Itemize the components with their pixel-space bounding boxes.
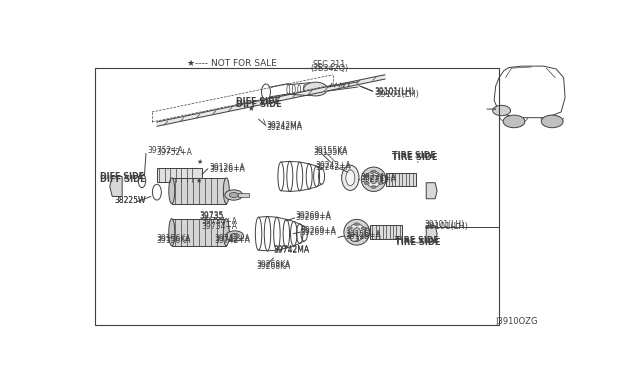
Bar	[157, 168, 202, 182]
Ellipse shape	[353, 228, 360, 237]
Text: 39155KA: 39155KA	[313, 148, 348, 157]
Ellipse shape	[223, 219, 229, 246]
Text: J3910OZG: J3910OZG	[495, 317, 538, 326]
Ellipse shape	[344, 219, 370, 245]
Circle shape	[348, 235, 353, 238]
Circle shape	[230, 233, 239, 238]
Text: 39234+A: 39234+A	[360, 173, 396, 182]
Text: 39742MA: 39742MA	[273, 245, 310, 254]
Text: 39269+A: 39269+A	[301, 228, 337, 237]
Text: ★---- NOT FOR SALE: ★---- NOT FOR SALE	[187, 59, 276, 68]
Text: 39752+A: 39752+A	[147, 146, 183, 155]
Circle shape	[355, 223, 359, 226]
Text: 39242+A: 39242+A	[316, 161, 351, 170]
Text: 39734+A: 39734+A	[202, 217, 237, 226]
Polygon shape	[426, 226, 437, 242]
Ellipse shape	[342, 165, 359, 190]
Text: 39742+A: 39742+A	[214, 236, 250, 246]
Circle shape	[225, 190, 243, 200]
Circle shape	[229, 192, 238, 198]
Circle shape	[226, 231, 244, 241]
Text: 39126+A: 39126+A	[209, 165, 244, 174]
Text: 39269+A: 39269+A	[301, 226, 337, 235]
Text: TIRE SIDE: TIRE SIDE	[395, 236, 438, 245]
Text: 39268KA: 39268KA	[256, 262, 291, 271]
Circle shape	[493, 105, 511, 116]
Text: 39752+A: 39752+A	[157, 148, 193, 157]
Text: DIFF SIDE: DIFF SIDE	[236, 100, 282, 109]
Bar	[95, 68, 499, 326]
Circle shape	[361, 227, 366, 230]
Text: 39155KA: 39155KA	[313, 145, 348, 154]
Text: 39242MA: 39242MA	[266, 121, 302, 130]
Text: 39269+A: 39269+A	[296, 211, 332, 221]
Circle shape	[361, 235, 366, 238]
Text: 39125+A: 39125+A	[346, 230, 381, 239]
Bar	[386, 173, 416, 186]
Circle shape	[503, 115, 525, 128]
Text: 39268KA: 39268KA	[256, 260, 291, 269]
Text: 39742MA: 39742MA	[273, 246, 310, 255]
Text: 39242+A: 39242+A	[316, 163, 351, 172]
Text: ★: ★	[196, 159, 202, 165]
Text: 39734+A: 39734+A	[202, 222, 237, 231]
Ellipse shape	[361, 167, 386, 192]
Text: 39242MA: 39242MA	[266, 123, 302, 132]
Polygon shape	[110, 176, 122, 196]
Text: (3B342Q): (3B342Q)	[310, 64, 349, 74]
Text: 39742+A: 39742+A	[214, 234, 250, 243]
Circle shape	[304, 82, 328, 96]
Text: ★: ★	[248, 104, 255, 113]
Ellipse shape	[370, 175, 377, 183]
Circle shape	[378, 182, 383, 185]
Circle shape	[378, 174, 383, 177]
Ellipse shape	[346, 170, 355, 186]
Text: TIRE SIDE: TIRE SIDE	[395, 238, 440, 247]
Text: TIRE SIDE: TIRE SIDE	[392, 151, 436, 160]
Polygon shape	[157, 75, 385, 126]
Circle shape	[364, 174, 369, 177]
Text: DIFF SIDE: DIFF SIDE	[100, 175, 145, 184]
Text: 38225W: 38225W	[115, 196, 146, 205]
Circle shape	[364, 182, 369, 185]
Ellipse shape	[366, 171, 381, 187]
Ellipse shape	[349, 224, 365, 241]
Text: 39156KA: 39156KA	[157, 236, 191, 246]
Ellipse shape	[223, 178, 229, 203]
Text: 39234+A: 39234+A	[360, 175, 396, 184]
Text: 39126+A: 39126+A	[209, 163, 244, 172]
Text: 39125+A: 39125+A	[346, 232, 381, 241]
Circle shape	[541, 115, 563, 128]
Circle shape	[371, 186, 376, 189]
Text: 39269+A: 39269+A	[296, 214, 332, 222]
Ellipse shape	[169, 178, 175, 203]
Bar	[172, 178, 227, 203]
Text: 39101(LH): 39101(LH)	[425, 220, 465, 229]
Circle shape	[355, 239, 359, 242]
Bar	[238, 193, 249, 197]
Text: 39101(LH): 39101(LH)	[425, 222, 468, 231]
Polygon shape	[426, 183, 437, 199]
Text: 39101(LH): 39101(LH)	[374, 88, 415, 97]
Text: SEC.311: SEC.311	[313, 60, 346, 68]
Text: 39156KA: 39156KA	[157, 234, 191, 243]
Text: 39735: 39735	[199, 211, 223, 221]
Text: ★: ★	[196, 178, 202, 184]
Text: DIFF SIDE: DIFF SIDE	[236, 97, 280, 106]
Text: 39101(LH): 39101(LH)	[374, 87, 415, 96]
Text: 39101(LH): 39101(LH)	[375, 90, 419, 99]
Ellipse shape	[169, 219, 175, 246]
Circle shape	[371, 170, 376, 173]
Text: 39735: 39735	[199, 212, 223, 221]
Circle shape	[348, 227, 353, 230]
Text: TIRE SIDE: TIRE SIDE	[392, 153, 438, 162]
Bar	[370, 225, 402, 240]
Ellipse shape	[350, 235, 358, 241]
Text: 38225W: 38225W	[115, 196, 146, 205]
Text: DIFF SIDE: DIFF SIDE	[100, 173, 144, 182]
Bar	[172, 219, 227, 246]
